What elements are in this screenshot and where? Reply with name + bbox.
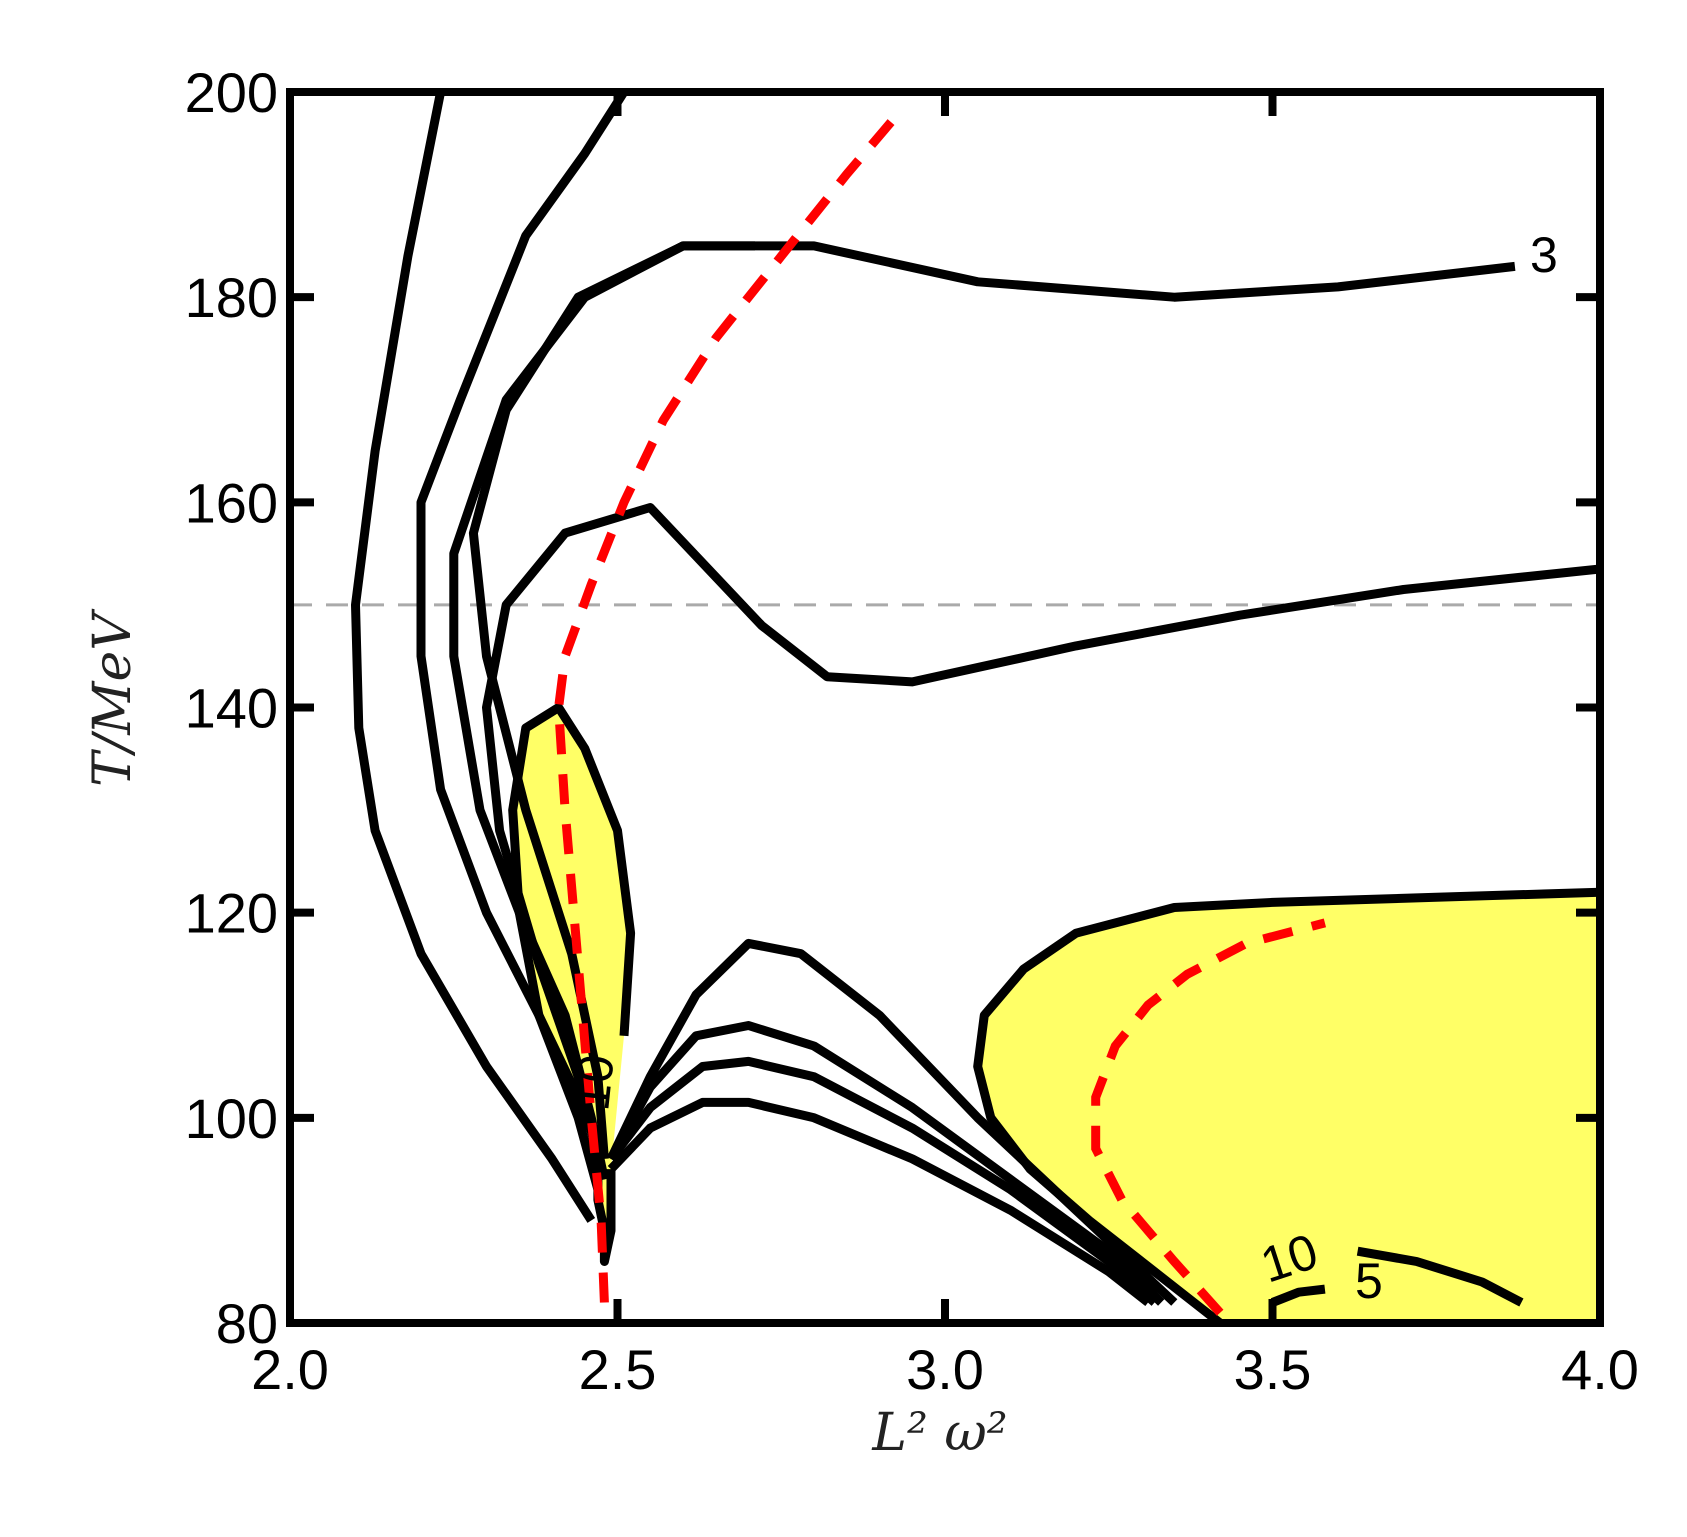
y-tick-label: 200 xyxy=(185,61,278,124)
contour-line-11 xyxy=(973,887,1601,1327)
contour-line-4 xyxy=(468,241,1516,1160)
shaded-regions xyxy=(512,707,1600,1323)
contour-line-10 xyxy=(607,1097,1151,1307)
y-tick-label: 120 xyxy=(185,882,278,945)
axis-ticks: 2.0 2.5 3.0 3.5 4.0 80 100 120 140 160 180 200 xyxy=(185,61,1639,1401)
boundary-line-1 xyxy=(554,109,903,1303)
y-tick-label: 80 xyxy=(216,1292,278,1355)
y-tick-label: 140 xyxy=(185,677,278,740)
y-axis-label: T/MeV xyxy=(83,609,143,787)
y-tick-label: 160 xyxy=(185,471,278,534)
x-tick-label: 3.5 xyxy=(1234,1338,1312,1401)
contour-line-9 xyxy=(607,1056,1158,1306)
contour-line-5 xyxy=(482,503,1601,1160)
y-tick-label: 180 xyxy=(185,266,278,329)
contour-line-13 xyxy=(1270,1284,1326,1307)
contour-lines xyxy=(351,89,1601,1327)
boundary-line-2 xyxy=(1091,918,1327,1316)
contour-label-5: 5 xyxy=(1355,1253,1383,1309)
contour-label-3: 3 xyxy=(1530,227,1558,283)
contour-line-8 xyxy=(607,1021,1165,1306)
boundary-lines xyxy=(554,109,1327,1316)
y-tick-label: 100 xyxy=(185,1087,278,1150)
x-tick-label: 3.0 xyxy=(906,1338,984,1401)
x-tick-label: 2.0 xyxy=(251,1338,329,1401)
contour-label-10-left: 10 xyxy=(563,1052,625,1113)
x-tick-label: 4.0 xyxy=(1561,1338,1639,1401)
x-axis-label: L² ω² xyxy=(871,1403,1007,1463)
contour-line-1 xyxy=(351,91,596,1223)
contour-line-12 xyxy=(1356,1246,1524,1307)
x-tick-label: 2.5 xyxy=(579,1338,657,1401)
shaded-region-right xyxy=(977,892,1600,1323)
